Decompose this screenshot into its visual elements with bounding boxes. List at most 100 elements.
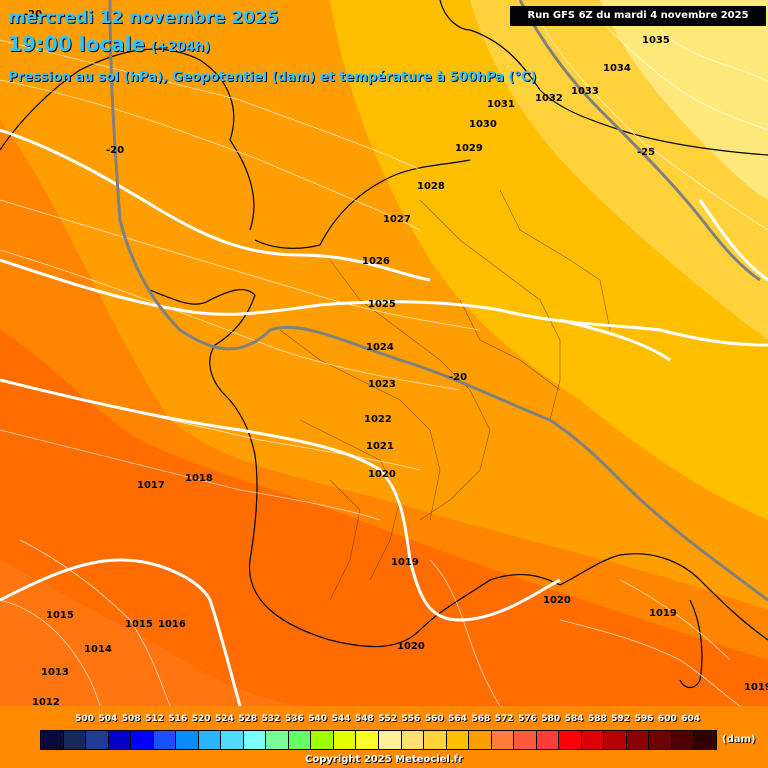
legend-tick-label: 532: [261, 714, 281, 724]
isobar-labels: 1035 1034 1033 1032 1031 1030 1029 1028 …: [32, 35, 768, 708]
legend-swatch: [603, 730, 627, 750]
legend-tick-label: 536: [284, 714, 304, 724]
legend-tick-label: 576: [518, 714, 537, 724]
forecast-time-label: 19:00 locale: [8, 32, 145, 56]
isobar-label: 1019: [649, 608, 677, 619]
isobar-label: 1014: [84, 644, 112, 655]
legend-tick-label: 600: [657, 714, 677, 724]
isobar-label: 1019: [744, 682, 768, 693]
legend-tick-label: 592: [611, 714, 631, 724]
legend-swatch: [175, 730, 199, 750]
forecast-offset: (+204h): [151, 40, 211, 55]
isobar-label: 1029: [455, 143, 483, 154]
legend-tick-label: 580: [541, 714, 561, 724]
legend-tick-label: 508: [121, 714, 141, 724]
band-572-576: [0, 330, 768, 768]
legend-swatch: [85, 730, 109, 750]
legend-tick-label: 548: [354, 714, 374, 724]
legend-tick-label: 556: [401, 714, 421, 724]
legend-swatch: [558, 730, 582, 750]
forecast-time: 19:00 locale (+204h): [8, 32, 210, 56]
legend-tick-label: 516: [168, 714, 188, 724]
legend-swatch: [580, 730, 605, 750]
legend-swatch: [468, 730, 492, 750]
isobar-label: 1020: [397, 641, 425, 652]
isobar-label: 1026: [362, 256, 390, 267]
isobar-label: 1012: [32, 697, 60, 708]
legend-swatch: [445, 730, 470, 750]
isobar-label: 1020: [543, 595, 571, 606]
isobar-label: 1030: [469, 119, 497, 130]
isotherms: [108, 0, 768, 602]
legend-swatch: [287, 730, 312, 750]
legend-swatch: [378, 730, 402, 750]
isobar-label: 1025: [368, 299, 396, 310]
legend-swatch: [40, 730, 64, 750]
legend-swatch: [490, 730, 515, 750]
legend-tick-label: 512: [145, 714, 164, 724]
band-tongue-sw: [0, 560, 300, 706]
legend-tick-label: 572: [494, 714, 514, 724]
isobar-label: 1023: [368, 379, 396, 390]
legend-tick-label: 500: [75, 714, 94, 724]
legend-tick-label: 520: [191, 714, 211, 724]
legend-tick-label: 588: [587, 714, 607, 724]
run-info: Run GFS 6Z du mardi 4 novembre 2025: [510, 6, 766, 26]
legend-tick-label: 604: [681, 714, 701, 724]
legend-bar: 500 504 508 512 516 520 524 528 532 536 540 544 548 5…: [0, 706, 768, 768]
legend-swatch: [670, 730, 695, 750]
legend-tick-label: 560: [424, 714, 444, 724]
legend-swatch: [693, 730, 717, 750]
legend-swatch: [648, 730, 672, 750]
isobar-label: 1016: [158, 619, 186, 630]
isobars-thin: [0, 19, 768, 707]
legend-swatch: [535, 730, 560, 750]
legend-swatch: [130, 730, 154, 750]
isobar-label: 1022: [364, 414, 392, 425]
legend-swatch: [220, 730, 244, 750]
isobar-label: 1027: [383, 214, 411, 225]
isobar-label: 1031: [487, 99, 515, 110]
isobar-label: 1019: [391, 557, 419, 568]
isobar-label: 1021: [366, 441, 394, 452]
legend-swatch: [62, 730, 87, 750]
map-description: Pression au sol (hPa), Geopotentiel (dam…: [8, 70, 537, 85]
isobar-label: 1020: [368, 469, 396, 480]
legend-tick-label: 524: [215, 714, 234, 724]
isotherm-label: -20: [106, 145, 124, 156]
isobar-label: 1024: [366, 342, 394, 353]
legend-swatch: [265, 730, 289, 750]
legend-tick-label: 568: [471, 714, 491, 724]
isobar-label: 1032: [535, 93, 563, 104]
legend-tick-label: 564: [448, 714, 467, 724]
legend-tick-label: 504: [98, 714, 118, 724]
isobar-label: 1034: [603, 63, 631, 74]
forecast-date: mercredi 12 novembre 2025: [8, 8, 279, 28]
legend-swatch: [197, 730, 222, 750]
legend-swatch: [152, 730, 177, 750]
copyright: Copyright 2025 Meteociel.fr: [305, 754, 463, 765]
legend-swatch: [400, 730, 425, 750]
isobar-label: 1013: [41, 667, 69, 678]
isobar-label: 1018: [185, 473, 213, 484]
isobar-label: 1015: [46, 610, 74, 621]
legend-unit: (dam): [722, 734, 756, 745]
isobar-label: 1035: [642, 35, 670, 46]
band-552-556: [600, 0, 768, 200]
legend-swatch: [355, 730, 379, 750]
legend-swatch: [332, 730, 357, 750]
isobars-bold: [0, 128, 768, 707]
legend-swatch: [423, 730, 447, 750]
isotherm-label: -20: [24, 9, 42, 20]
legend-swatch: [107, 730, 132, 750]
legend-swatch: [513, 730, 537, 750]
legend-tick-label: 552: [378, 714, 398, 724]
isotherm-labels: -20 -20 -25 -20: [24, 9, 655, 383]
legend-tick-label: 596: [634, 714, 654, 724]
legend-tick-label: 544: [331, 714, 351, 724]
legend-tick-label: 540: [308, 714, 328, 724]
isotherm-label: -20: [449, 372, 467, 383]
isobar-label: 1028: [417, 181, 445, 192]
legend-swatch: [625, 730, 650, 750]
